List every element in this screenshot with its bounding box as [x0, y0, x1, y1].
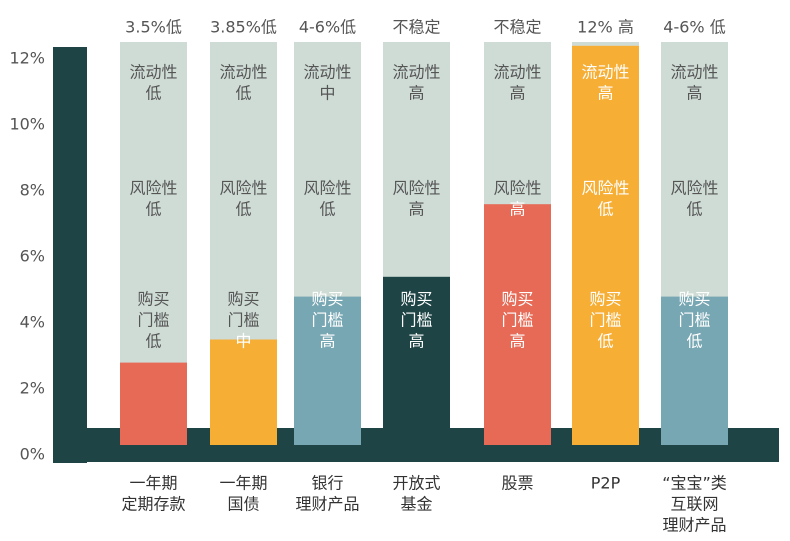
y-tick-label: 8% [20, 181, 45, 200]
liquidity-label: 流动性 [219, 63, 267, 82]
risk-label: 高 [509, 200, 525, 219]
threshold-label: 门槛 [589, 311, 621, 330]
y-tick-label: 12% [9, 49, 45, 68]
y-tick-label: 2% [20, 379, 45, 398]
category-label: 理财产品 [295, 495, 359, 514]
bar [120, 362, 187, 445]
category-label: 股票 [501, 474, 533, 493]
labels-layer: 0%2%4%6%8%10%12%3.5%低流动性低风险性低购买门槛低一年期定期存… [9, 18, 726, 535]
category-label: 开放式 [392, 474, 440, 493]
liquidity-label: 高 [509, 84, 525, 103]
bar [210, 339, 277, 445]
bar [572, 45, 639, 446]
liquidity-label: 流动性 [129, 63, 177, 82]
category-label: 一年期 [129, 474, 177, 493]
category-label: 国债 [227, 495, 259, 514]
category-label: “宝宝”类 [662, 474, 727, 493]
category-label: 定期存款 [121, 495, 185, 514]
liquidity-label: 中 [319, 84, 335, 103]
risk-label: 低 [686, 200, 702, 219]
category-label: 银行 [311, 474, 343, 493]
liquidity-label: 流动性 [493, 63, 541, 82]
threshold-label: 购买 [137, 290, 169, 309]
y-tick-label: 6% [20, 247, 45, 266]
risk-label: 风险性 [493, 179, 541, 198]
return-label: 不稳定 [493, 18, 541, 37]
risk-label: 风险性 [129, 179, 177, 198]
return-label: 3.5%低 [125, 18, 182, 37]
category-label: 一年期 [219, 474, 267, 493]
category-label: 基金 [400, 495, 432, 514]
risk-label: 风险性 [392, 179, 440, 198]
liquidity-label: 低 [145, 84, 161, 103]
threshold-label: 中 [235, 332, 251, 351]
y-tick-label: 0% [20, 445, 45, 464]
category-label: 互联网 [670, 495, 718, 514]
y-axis-bar [53, 47, 87, 463]
return-label: 4-6%低 [299, 18, 356, 37]
liquidity-label: 流动性 [670, 63, 718, 82]
liquidity-label: 流动性 [303, 63, 351, 82]
bar [661, 296, 728, 445]
liquidity-label: 高 [597, 84, 613, 103]
return-label: 不稳定 [392, 18, 440, 37]
threshold-label: 门槛 [501, 311, 533, 330]
threshold-label: 门槛 [678, 311, 710, 330]
threshold-label: 购买 [311, 290, 343, 309]
risk-label: 低 [597, 200, 613, 219]
liquidity-label: 高 [408, 84, 424, 103]
y-tick-label: 10% [9, 115, 45, 134]
risk-label: 高 [408, 200, 424, 219]
liquidity-label: 流动性 [581, 63, 629, 82]
threshold-label: 低 [597, 332, 613, 351]
threshold-label: 门槛 [227, 311, 259, 330]
return-label: 3.85%低 [210, 18, 277, 37]
risk-label: 风险性 [219, 179, 267, 198]
liquidity-label: 高 [686, 84, 702, 103]
columns-layer [120, 42, 728, 446]
risk-label: 低 [145, 200, 161, 219]
return-label: 12% 高 [577, 18, 634, 37]
liquidity-label: 低 [235, 84, 251, 103]
threshold-label: 购买 [589, 290, 621, 309]
threshold-label: 购买 [501, 290, 533, 309]
threshold-label: 高 [408, 332, 424, 351]
threshold-label: 门槛 [311, 311, 343, 330]
category-label: P2P [591, 474, 621, 493]
return-label: 4-6% 低 [663, 18, 725, 37]
liquidity-label: 流动性 [392, 63, 440, 82]
risk-label: 风险性 [581, 179, 629, 198]
bar [484, 204, 551, 445]
risk-label: 风险性 [303, 179, 351, 198]
threshold-label: 低 [145, 332, 161, 351]
threshold-label: 购买 [227, 290, 259, 309]
risk-label: 低 [319, 200, 335, 219]
category-label: 理财产品 [662, 516, 726, 535]
threshold-label: 门槛 [400, 311, 432, 330]
threshold-label: 购买 [678, 290, 710, 309]
threshold-label: 低 [686, 332, 702, 351]
threshold-label: 高 [319, 332, 335, 351]
y-tick-label: 4% [20, 313, 45, 332]
threshold-label: 高 [509, 332, 525, 351]
threshold-label: 购买 [400, 290, 432, 309]
threshold-label: 门槛 [137, 311, 169, 330]
bar [383, 276, 450, 445]
risk-label: 低 [235, 200, 251, 219]
risk-label: 风险性 [670, 179, 718, 198]
bar [294, 296, 361, 445]
